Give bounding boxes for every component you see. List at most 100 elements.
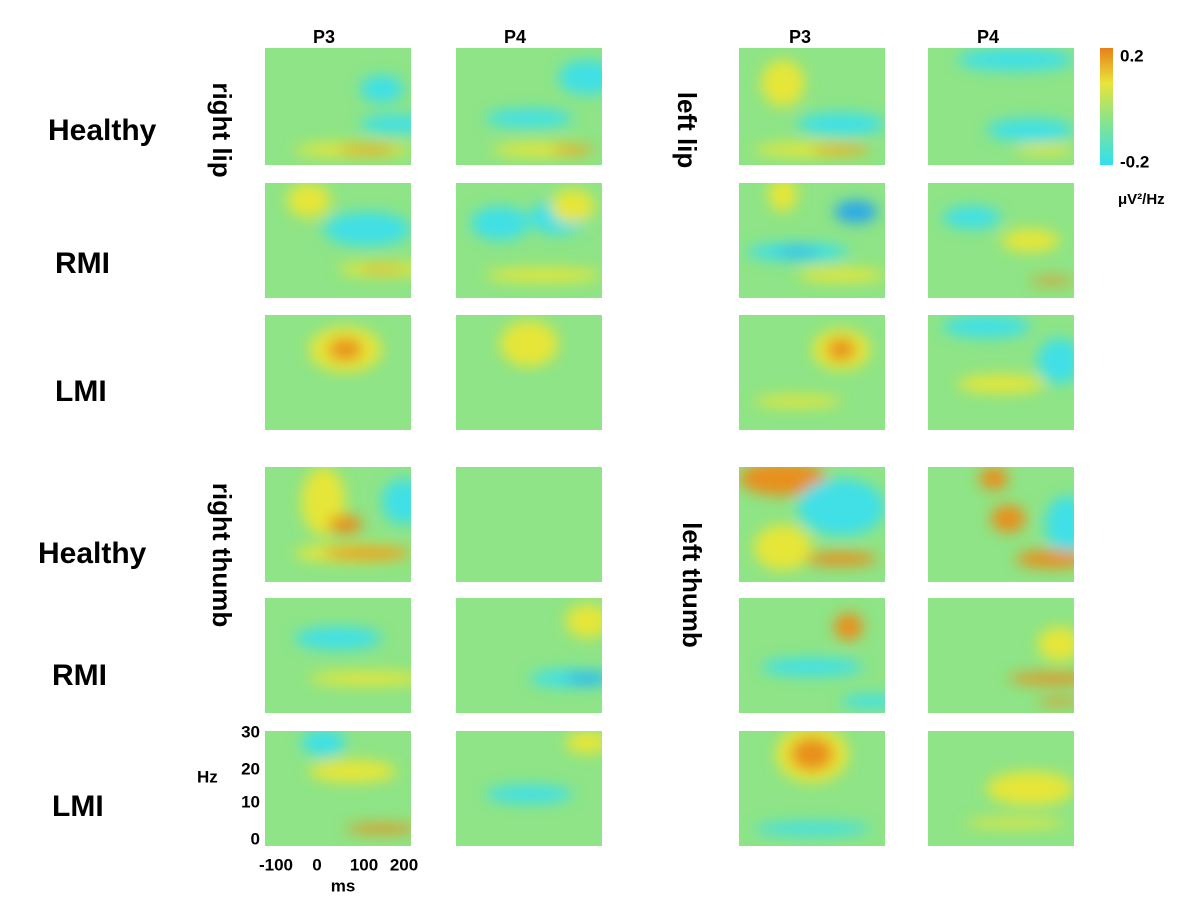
heatmap-blob [294,626,382,650]
heatmap-blob [753,821,871,836]
heatmap-blob [790,736,834,772]
heatmap-blob [797,112,885,136]
heatmap-blob [841,694,885,709]
row-label: RMI [55,247,110,280]
heatmap [265,183,411,298]
heatmap-blob [359,74,404,103]
heatmap-field [470,188,602,282]
row-label: RMI [52,659,107,692]
heatmap-blob [833,612,864,641]
heatmap-blob [768,183,798,212]
heatmap [265,467,411,582]
heatmap-field [499,320,559,367]
heatmap [456,731,602,846]
heatmap [928,183,1074,298]
heatmap-field [942,315,1074,394]
heatmap-blob [812,146,871,154]
heatmap-field [294,467,411,563]
y-tick-label: 10 [241,792,260,811]
heatmap-field [957,48,1074,155]
heatmap [456,48,602,165]
heatmap [456,598,602,713]
heatmap-blob [1037,338,1074,384]
heatmap-field [286,183,411,277]
row-label: Healthy [38,537,147,570]
heatmap [265,48,411,165]
heatmap-field [294,74,411,157]
heatmap-bg [739,598,885,713]
heatmap-bg [265,598,411,713]
heatmap-blob [499,320,559,367]
heatmap-blob [1015,549,1074,569]
heatmap [928,48,1074,165]
heatmap-field [529,603,602,688]
heatmap-blob [1037,626,1074,662]
heatmap-blob [485,785,573,804]
heatmap-blob [381,478,411,525]
heatmap-field [308,326,382,373]
heatmap [456,315,602,430]
x-tick-label: 100 [350,855,378,874]
heatmap-field [485,59,602,157]
heatmap-blob [565,731,602,754]
heatmap-blob [308,671,411,686]
heatmap [739,598,885,713]
heatmap [928,731,1074,846]
heatmap-field [485,731,602,804]
heatmap-blob [833,200,878,224]
heatmap-blob [492,142,595,157]
y-axis-label: Hz [197,767,218,786]
heatmap [456,467,602,582]
heatmap-blob [964,818,1067,828]
heatmap-blob [1001,229,1060,252]
heatmap [928,598,1074,713]
x-tick-label: 0 [312,855,321,874]
heatmap-blob [338,146,397,154]
heatmap-blob [565,673,602,684]
heatmap-field [753,328,871,407]
heatmap-blob [986,771,1074,806]
heatmap-blob [286,183,331,218]
heatmap-blob [485,108,573,128]
heatmap-blob [301,731,346,757]
heatmap-field [739,467,885,571]
heatmap-blob [359,266,404,272]
heatmap [928,315,1074,430]
heatmap-blob [1037,698,1074,705]
heatmap-blob [345,824,411,834]
heatmap-field [979,467,1074,569]
heatmap-blob [485,268,602,282]
heatmap-blob [826,338,856,361]
heatmap-blob [1030,277,1074,285]
heatmap-blob [1008,672,1074,685]
heatmap-blob [550,188,595,224]
heatmap [739,731,885,846]
x-axis-label: ms [331,876,356,895]
heatmap-blob [775,248,820,256]
heatmap-bg [739,315,885,430]
heatmap-blob [990,504,1026,533]
row-label: LMI [55,375,107,408]
heatmap-blob [804,552,878,566]
heatmap-field [964,771,1074,828]
heatmap [739,467,885,582]
heatmap-blob [986,118,1074,142]
heatmap-blob [558,59,602,95]
heatmap-blob [323,211,411,247]
heatmap [739,315,885,430]
column-header: P4 [977,27,999,47]
y-tick-label: 20 [241,759,260,778]
heatmap-field [301,731,411,834]
heatmap [265,731,411,846]
heatmap-blob [957,48,1074,72]
heatmap-field [942,206,1074,285]
heatmap-blob [470,206,529,241]
colorbar-max: 0.2 [1120,46,1144,65]
row-label: LMI [52,790,104,823]
heatmap-blob [308,759,397,783]
heatmap-bg [456,467,602,582]
condition-label: left lip [672,92,702,169]
y-tick-label: 30 [241,722,260,741]
heatmap-blob [550,146,595,154]
